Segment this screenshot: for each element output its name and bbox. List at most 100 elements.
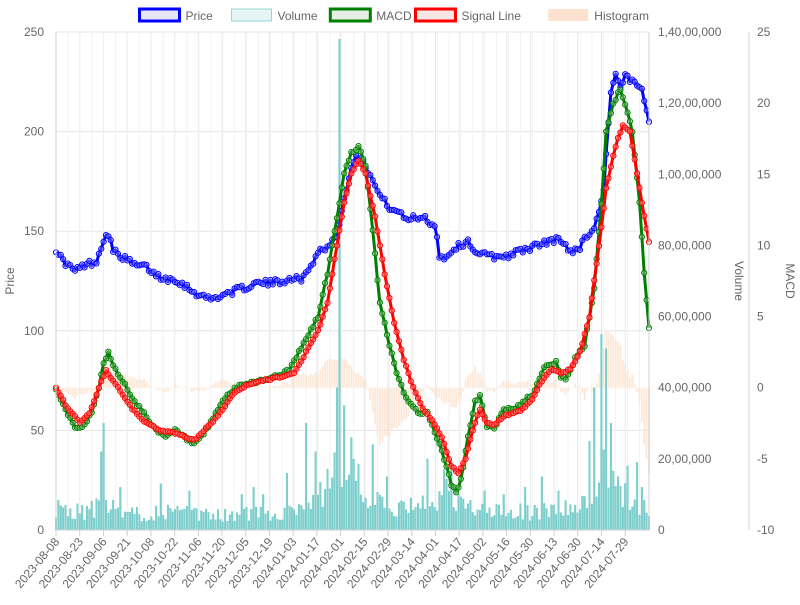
histogram-bar	[400, 387, 403, 423]
volume-bar	[245, 506, 248, 531]
price-point	[624, 72, 631, 79]
y-tick-volume: 1,40,00,000	[658, 25, 722, 39]
signal-point	[362, 170, 369, 177]
volume-bar	[419, 508, 422, 531]
histogram-bar	[305, 375, 308, 388]
signal-point	[98, 378, 105, 385]
volume-bar	[581, 496, 584, 531]
signal-point	[467, 436, 474, 443]
macd-point	[474, 397, 481, 404]
histogram-bar	[214, 382, 217, 388]
price-point	[98, 245, 105, 252]
macd-point	[124, 386, 131, 393]
histogram-bar	[178, 387, 181, 388]
histogram-bar	[481, 379, 484, 388]
signal-point	[386, 294, 393, 302]
legend[interactable]: Price Volume MACD Signal Line Histogram	[138, 7, 649, 23]
volume-bar	[564, 500, 567, 531]
signal-point	[417, 400, 424, 407]
signal-point	[319, 313, 326, 320]
histogram-bar	[188, 387, 191, 389]
histogram-bar	[498, 385, 500, 388]
histogram-bar	[93, 387, 96, 391]
histogram-bar	[395, 387, 398, 429]
signal-point	[605, 175, 612, 182]
y-tick-volume: 0	[658, 523, 665, 537]
histogram-bar	[364, 380, 367, 388]
axes: 050100150200250020,00,00040,00,00060,00,…	[3, 25, 797, 591]
volume-bar	[176, 505, 179, 531]
histogram-bar	[343, 358, 346, 388]
histogram-bar	[578, 386, 581, 388]
volume-bar	[557, 490, 560, 531]
volume-bar	[138, 514, 141, 531]
volume-bar	[150, 516, 153, 531]
price-point	[422, 212, 429, 220]
y-axis-macd-title: MACD	[783, 263, 797, 299]
price-point	[107, 237, 114, 244]
volume-bar	[114, 509, 117, 531]
y-tick-price: 150	[24, 224, 44, 238]
signal-point	[603, 185, 610, 192]
volume-bar	[326, 468, 329, 531]
volume-bar	[633, 499, 636, 531]
volume-bar	[247, 520, 250, 531]
histogram-bar	[438, 387, 441, 399]
volume-bar	[471, 512, 474, 531]
signal-point	[383, 283, 391, 290]
histogram-bar	[259, 386, 262, 388]
price-point	[126, 255, 133, 263]
histogram-bar	[595, 383, 598, 388]
volume-bar	[617, 476, 620, 531]
signal-point	[441, 440, 448, 448]
price-point	[431, 223, 438, 230]
y-tick-price: 250	[24, 25, 44, 39]
histogram-bar	[602, 348, 605, 388]
histogram-bar	[333, 360, 336, 388]
volume-bar	[359, 494, 362, 531]
histogram-bar	[607, 331, 610, 388]
macd-point	[622, 101, 629, 108]
signal-point	[414, 394, 422, 402]
volume-bar	[338, 38, 341, 531]
y-tick-volume: 20,00,000	[658, 452, 712, 466]
volume-bar	[486, 512, 489, 531]
legend-item-volume[interactable]: Volume	[231, 8, 318, 23]
histogram-bar	[293, 375, 296, 388]
legend-item-price[interactable]: Price	[138, 7, 214, 23]
histogram-bar	[483, 385, 486, 388]
signal-point	[95, 384, 102, 391]
histogram-bar	[152, 387, 155, 389]
histogram-bar	[464, 379, 467, 388]
histogram-bar	[588, 387, 591, 389]
volume-bar	[455, 511, 458, 531]
histogram-bar	[286, 382, 288, 388]
volume-bar	[621, 506, 624, 531]
volume-bar	[540, 476, 543, 531]
y-tick-macd: -5	[757, 452, 768, 466]
histogram-bar	[500, 382, 503, 388]
histogram-bar	[262, 387, 265, 388]
volume-bar	[645, 512, 648, 531]
legend-item-macd[interactable]: MACD	[328, 7, 412, 23]
histogram-bar	[314, 372, 317, 388]
legend-label: MACD	[376, 9, 412, 23]
price-point	[372, 182, 379, 189]
volume-bar	[250, 509, 253, 531]
volume-bar	[236, 512, 238, 531]
histogram-bar	[176, 385, 179, 388]
volume-bar	[588, 440, 591, 531]
volume-bar	[605, 348, 608, 531]
signal-point	[579, 340, 586, 347]
legend-item-histogram[interactable]: Histogram	[548, 9, 649, 23]
macd-point	[612, 96, 619, 103]
histogram-bar	[476, 372, 479, 388]
histogram-bar	[517, 381, 519, 388]
legend-item-signal-line[interactable]: Signal Line	[414, 7, 522, 23]
volume-bar	[426, 458, 429, 531]
price-point	[155, 270, 162, 278]
signal-point	[586, 314, 593, 321]
volume-bar	[457, 494, 460, 531]
macd-point	[298, 345, 305, 352]
